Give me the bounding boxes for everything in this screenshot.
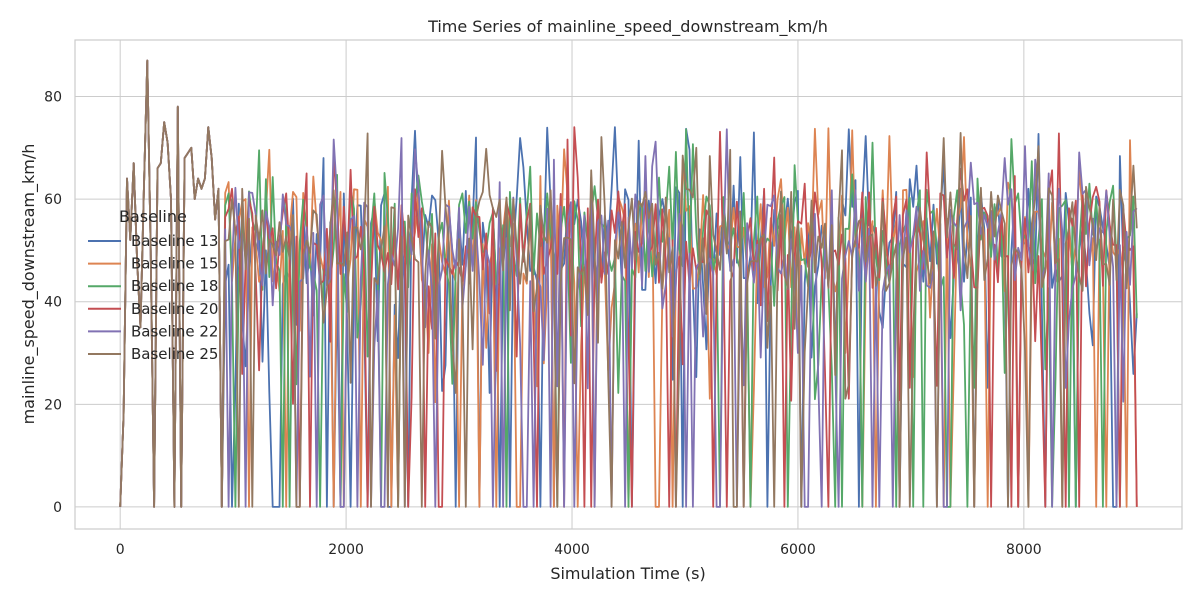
axis-ticks: 0 2000 4000 6000 8000 0 20 40 60 80 (44, 89, 1042, 558)
x-tick-label: 6000 (780, 542, 816, 558)
y-tick-label: 60 (44, 192, 62, 208)
legend-title: Baseline (119, 207, 187, 226)
series-line-baseline-22 (119, 59, 1138, 508)
x-axis-label: Simulation Time (s) (550, 564, 705, 583)
x-tick-label: 8000 (1006, 542, 1042, 558)
y-tick-label: 20 (44, 397, 62, 413)
legend-label-baseline-25: Baseline 25 (131, 345, 218, 363)
legend-label-baseline-18: Baseline 18 (131, 277, 218, 295)
chart-title: Time Series of mainline_speed_downstream… (427, 17, 828, 37)
x-tick-label: 4000 (554, 542, 590, 558)
y-tick-label: 0 (53, 500, 62, 516)
y-tick-label: 80 (44, 89, 62, 105)
legend-label-baseline-22: Baseline 22 (131, 322, 218, 340)
y-tick-label: 40 (44, 295, 62, 311)
legend-label-baseline-15: Baseline 15 (131, 255, 218, 273)
y-axis-label: mainline_speed_downstream_km/h (19, 144, 39, 425)
plot-frame (74, 39, 1183, 530)
legend-label-baseline-13: Baseline 13 (131, 232, 218, 250)
series-line-baseline-25 (119, 59, 1138, 508)
legend: Baseline Baseline 13 Baseline 15 Baseline … (88, 207, 218, 363)
series-layer (119, 59, 1138, 508)
x-tick-label: 0 (116, 542, 125, 558)
legend-label-baseline-20: Baseline 20 (131, 300, 218, 318)
series-line-baseline-18 (119, 59, 1138, 508)
x-tick-label: 2000 (328, 542, 364, 558)
